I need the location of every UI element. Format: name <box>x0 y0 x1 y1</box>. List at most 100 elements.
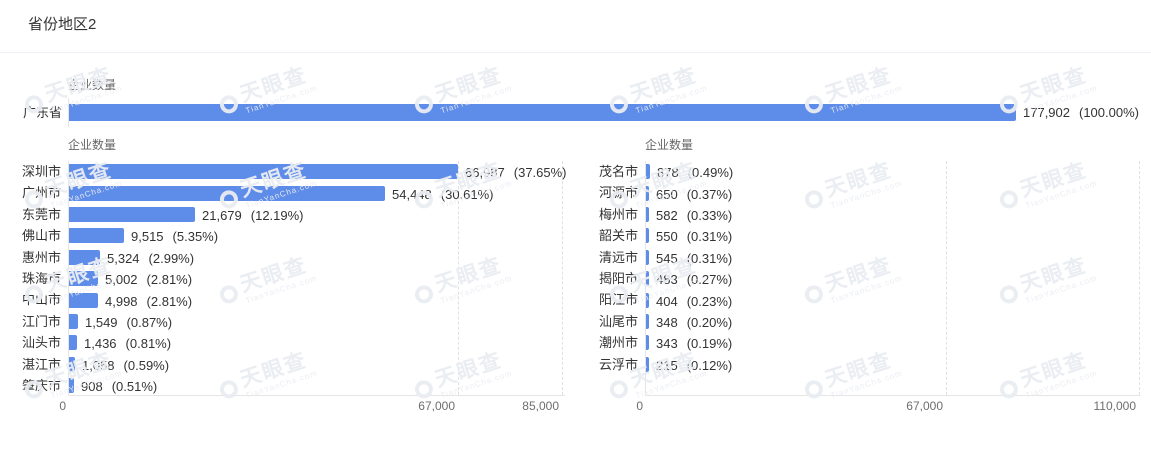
value-number: 550 <box>656 229 678 244</box>
value-percent: (0.12%) <box>686 358 733 373</box>
bar[interactable] <box>646 335 649 350</box>
bar[interactable] <box>646 164 650 179</box>
value-label: 215 (0.12%) <box>656 358 732 373</box>
bar[interactable] <box>69 207 195 222</box>
value-number: 66,987 <box>465 165 505 180</box>
value-percent: (0.19%) <box>686 336 733 351</box>
axis-title: 企业数量 <box>68 138 117 152</box>
value-label: 908 (0.51%) <box>81 379 157 394</box>
value-label: 650 (0.37%) <box>656 187 732 202</box>
value-percent: (2.81%) <box>146 272 193 287</box>
value-percent: (37.65%) <box>513 165 567 180</box>
divider <box>0 52 1151 53</box>
value-number: 404 <box>656 294 678 309</box>
value-percent: (2.99%) <box>148 251 195 266</box>
axis-title: 企业数量 <box>68 78 117 92</box>
gridline <box>458 161 459 395</box>
bar[interactable] <box>646 293 649 308</box>
category-label: 江门市 <box>21 313 61 329</box>
value-percent: (0.81%) <box>125 336 172 351</box>
bar[interactable] <box>69 186 385 201</box>
value-number: 1,436 <box>84 336 117 351</box>
bar[interactable] <box>646 207 649 222</box>
page-title: 省份地区2 <box>28 16 97 33</box>
value-label: 582 (0.33%) <box>656 208 732 223</box>
bar[interactable] <box>69 335 77 350</box>
bar[interactable] <box>69 293 98 308</box>
value-label: 9,515 (5.35%) <box>131 229 218 244</box>
bar[interactable] <box>646 314 649 329</box>
value-number: 1,058 <box>82 358 115 373</box>
category-label: 惠州市 <box>21 249 61 265</box>
bar[interactable] <box>69 164 458 179</box>
bar[interactable] <box>646 228 649 243</box>
value-percent: (0.33%) <box>686 208 733 223</box>
gridline <box>946 161 947 395</box>
value-label: 1,058 (0.59%) <box>82 358 169 373</box>
bar[interactable] <box>69 104 1016 121</box>
category-label: 潮州市 <box>598 335 638 351</box>
y-axis-line <box>68 98 69 127</box>
plot-area <box>645 161 1140 396</box>
value-label: 54,448 (30.61%) <box>392 187 494 202</box>
value-label: 348 (0.20%) <box>656 315 732 330</box>
value-number: 483 <box>656 272 678 287</box>
value-percent: (2.81%) <box>146 294 193 309</box>
value-number: 348 <box>656 315 678 330</box>
value-number: 343 <box>656 336 678 351</box>
value-percent: (0.31%) <box>686 251 733 266</box>
value-percent: (30.61%) <box>440 187 494 202</box>
value-percent: (0.37%) <box>686 187 733 202</box>
category-label: 中山市 <box>21 292 61 308</box>
category-label: 湛江市 <box>21 356 61 372</box>
value-percent: (0.31%) <box>686 229 733 244</box>
value-percent: (5.35%) <box>172 229 219 244</box>
bar[interactable] <box>646 271 649 286</box>
value-number: 545 <box>656 251 678 266</box>
bar[interactable] <box>69 228 124 243</box>
value-label: 404 (0.23%) <box>656 294 732 309</box>
value-percent: (0.59%) <box>123 358 170 373</box>
category-label: 汕尾市 <box>598 313 638 329</box>
value-number: 5,002 <box>105 272 138 287</box>
bar[interactable] <box>646 250 649 265</box>
bar[interactable] <box>646 357 649 372</box>
category-label: 佛山市 <box>21 228 61 244</box>
bar[interactable] <box>69 357 75 372</box>
x-tick-label: 67,000 <box>418 399 455 413</box>
value-number: 54,448 <box>392 187 432 202</box>
value-number: 582 <box>656 208 678 223</box>
bar[interactable] <box>646 186 649 201</box>
value-number: 908 <box>81 379 103 394</box>
x-tick-label: 67,000 <box>906 399 943 413</box>
category-label: 梅州市 <box>598 206 638 222</box>
x-tick-label: 0 <box>636 399 643 413</box>
value-number: 650 <box>656 187 678 202</box>
category-label: 阳江市 <box>598 292 638 308</box>
value-number: 177,902 <box>1023 105 1070 120</box>
value-percent: (0.20%) <box>686 315 733 330</box>
category-label: 深圳市 <box>21 164 61 179</box>
value-percent: (12.19%) <box>250 208 304 223</box>
value-label: 878 (0.49%) <box>657 165 733 180</box>
value-label: 5,002 (2.81%) <box>105 272 192 287</box>
value-number: 9,515 <box>131 229 164 244</box>
x-tick-label: 0 <box>59 399 66 413</box>
bar[interactable] <box>69 250 100 265</box>
value-percent: (0.51%) <box>111 379 158 394</box>
value-number: 5,324 <box>107 251 140 266</box>
value-percent: (100.00%) <box>1079 105 1139 120</box>
plot-area <box>68 161 565 396</box>
axis-title: 企业数量 <box>645 138 694 152</box>
value-percent: (0.27%) <box>686 272 733 287</box>
bar[interactable] <box>69 314 78 329</box>
value-number: 1,549 <box>85 315 118 330</box>
value-label: 550 (0.31%) <box>656 229 732 244</box>
value-number: 215 <box>656 358 678 373</box>
bar[interactable] <box>69 271 98 286</box>
value-percent: (0.87%) <box>126 315 173 330</box>
category-label: 东莞市 <box>21 206 61 222</box>
bar[interactable] <box>69 378 74 393</box>
value-label: 177,902 (100.00%) <box>1023 104 1139 121</box>
